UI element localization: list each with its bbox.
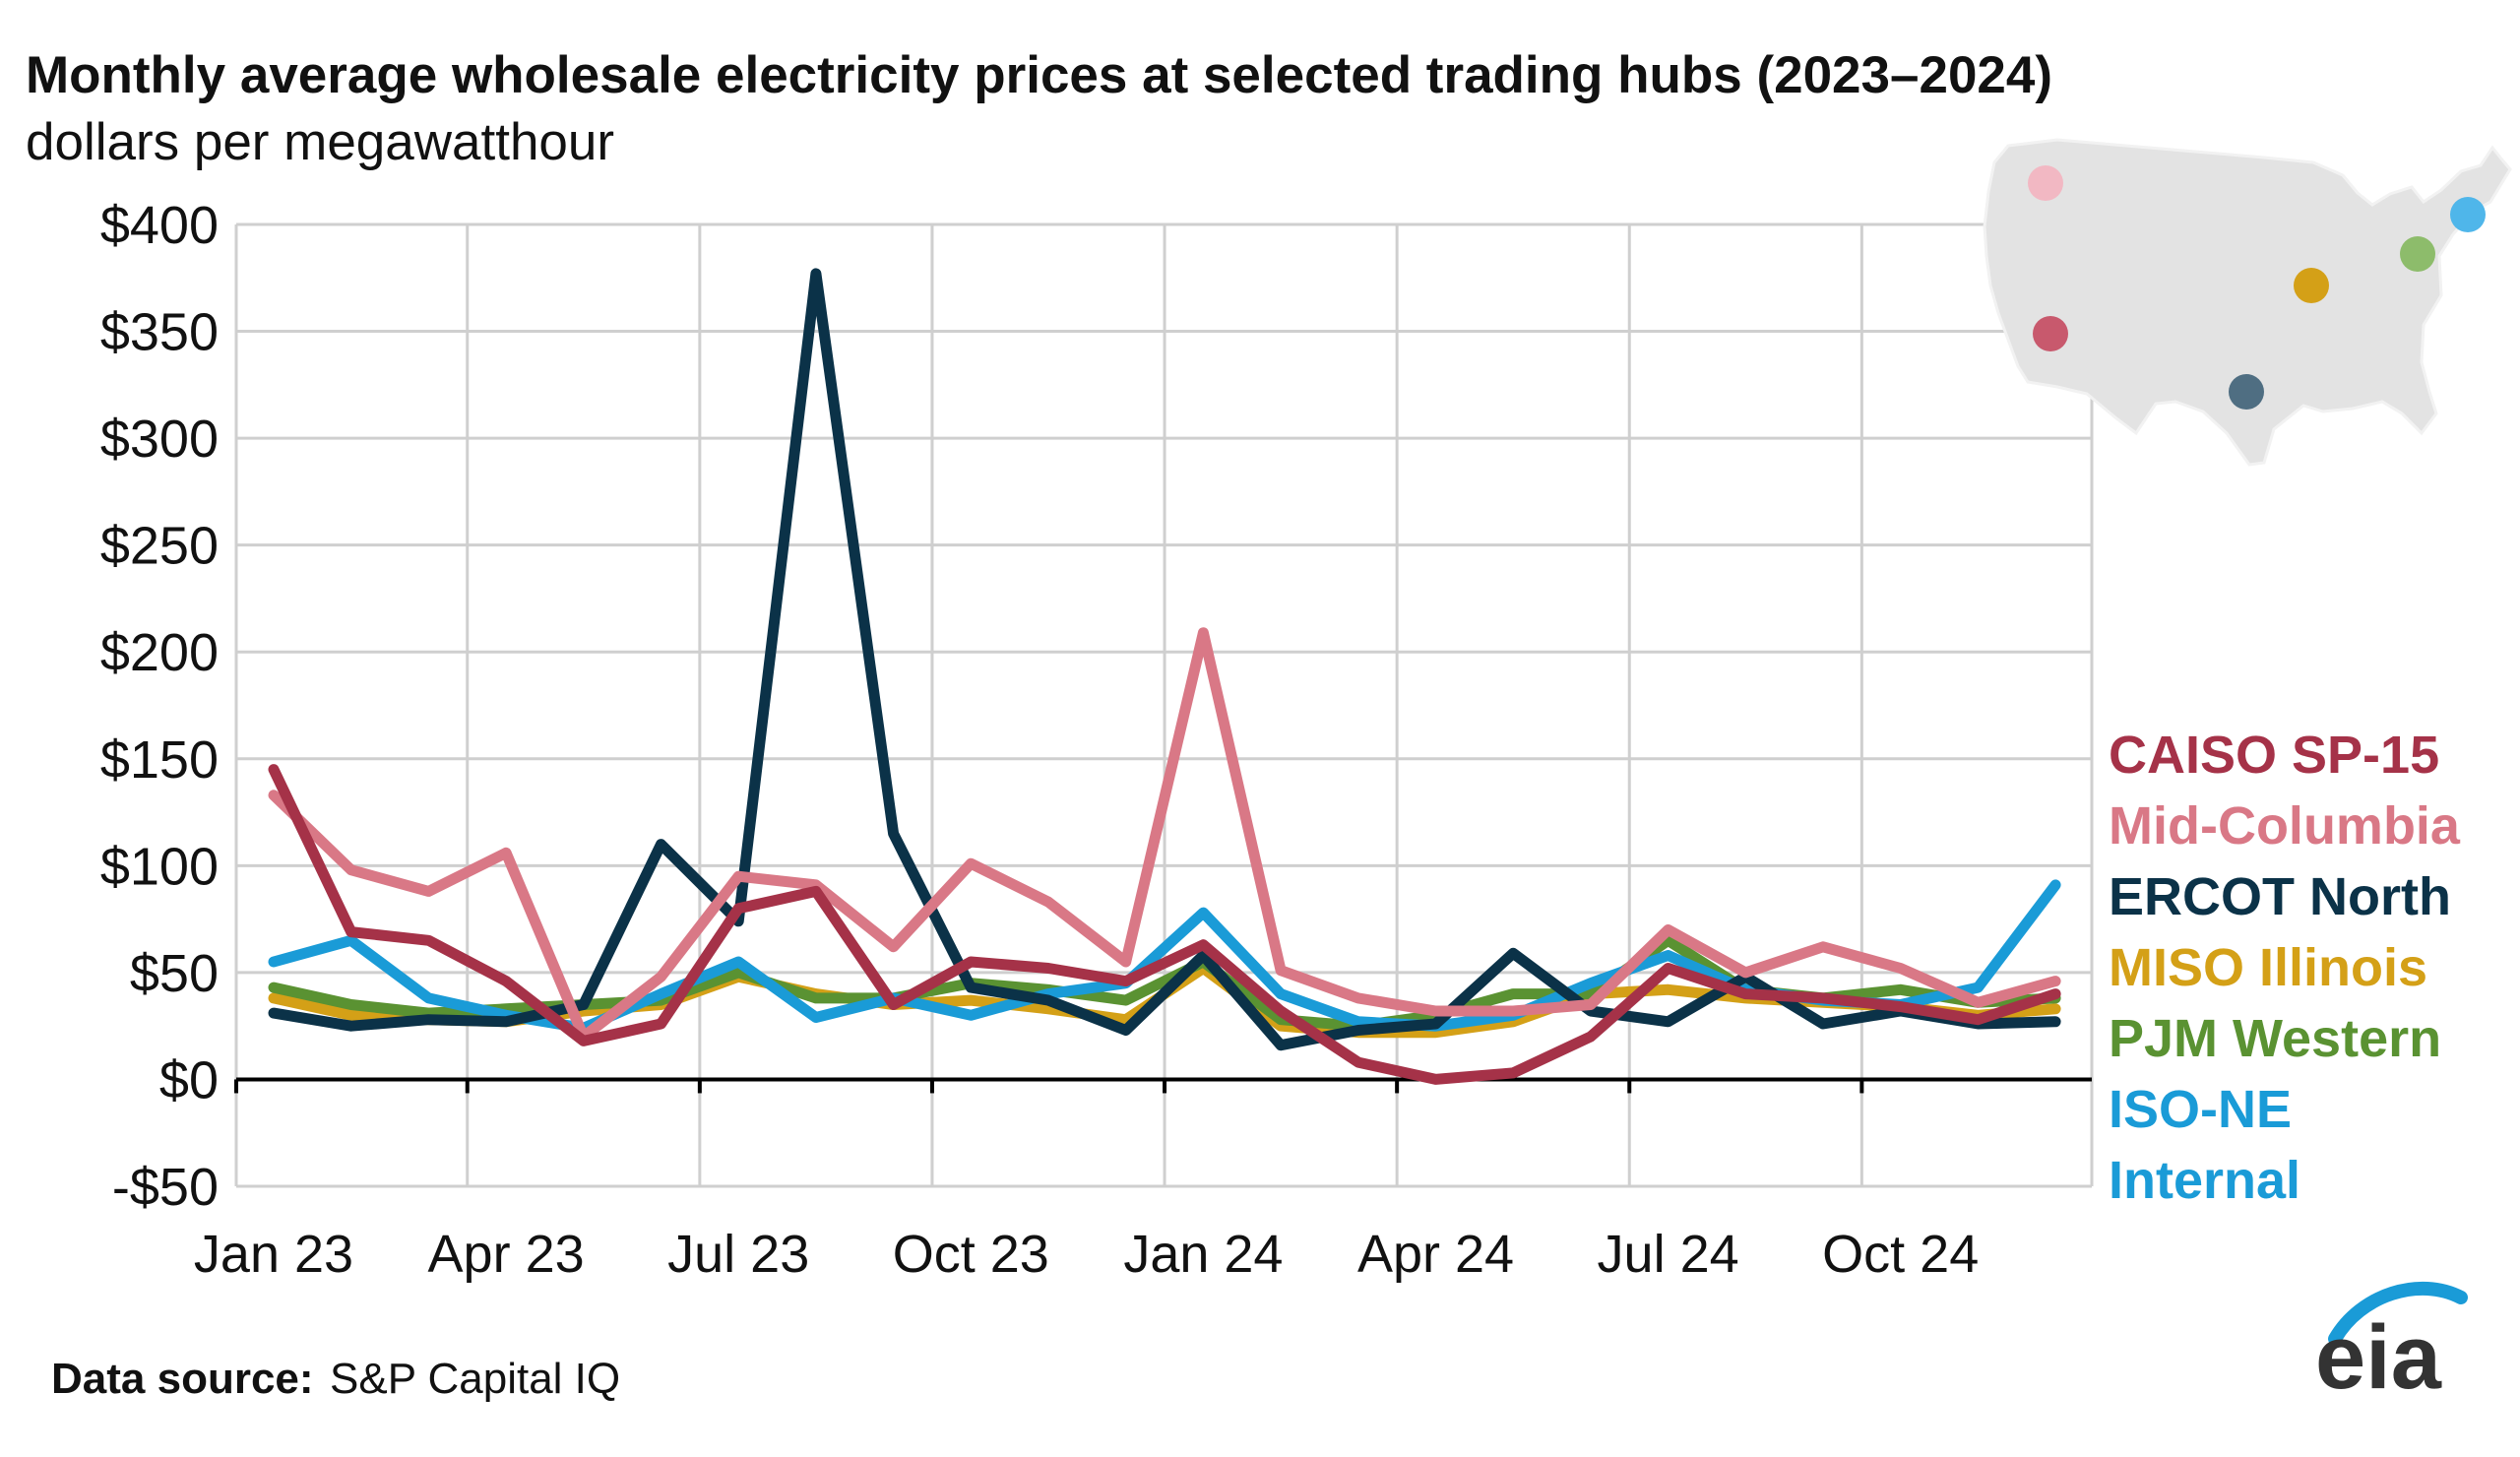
eia-logo: eia xyxy=(2315,1281,2468,1408)
map-marker-mid-columbia xyxy=(2028,165,2063,201)
x-axis: Jan 23 Apr 23 Jul 23 Oct 23 Jan 24 Apr 24 Jul … xyxy=(194,1077,2092,1284)
data-source-text: S&P Capital IQ xyxy=(330,1355,620,1403)
x-tick-label: Jul 24 xyxy=(1598,1225,1739,1284)
x-tick-label: Jan 24 xyxy=(1123,1225,1283,1284)
y-axis: $400 $350 $300 $250 $200 $150 $100 $50 $0 -$50 xyxy=(100,196,219,1217)
map-marker-miso-illinois xyxy=(2294,268,2329,303)
legend-entry: CAISO SP-15 xyxy=(2109,726,2439,785)
y-tick-label: $150 xyxy=(100,730,219,790)
y-tick-label: $0 xyxy=(159,1050,219,1109)
x-tick-label: Apr 23 xyxy=(428,1225,585,1284)
y-tick-label: $250 xyxy=(100,517,219,576)
map-marker-iso-ne-internal xyxy=(2450,197,2486,232)
legend-entry: MISO Illinois xyxy=(2109,938,2427,997)
gridlines xyxy=(234,222,2094,1188)
y-tick-label: $100 xyxy=(100,837,219,896)
map-marker-caiso-sp-15 xyxy=(2033,316,2068,351)
y-tick-label: $350 xyxy=(100,303,219,362)
legend-entry: Mid-Columbia xyxy=(2109,796,2461,855)
series-line-mid-columbia xyxy=(268,627,2061,1043)
y-tick-label: $200 xyxy=(100,623,219,682)
x-tick-label: Oct 24 xyxy=(1822,1225,1979,1284)
data-source: Data source: S&P Capital IQ xyxy=(51,1355,620,1403)
map-marker-pjm-western xyxy=(2400,236,2435,272)
chart-title: Monthly average wholesale electricity pr… xyxy=(26,46,2052,104)
y-tick-label: $300 xyxy=(100,410,219,469)
chart-subtitle: dollars per megawatthour xyxy=(26,113,614,171)
eia-logo-text: eia xyxy=(2315,1307,2442,1408)
eia-logo-swoosh-icon xyxy=(2328,1281,2468,1346)
map-marker-ercot-north xyxy=(2229,374,2264,410)
x-tick-label: Jan 23 xyxy=(194,1225,353,1284)
legend-entry: Internal xyxy=(2109,1151,2300,1210)
legend-entry: ISO-NE xyxy=(2109,1080,2292,1139)
legend-entry: PJM Western xyxy=(2109,1009,2441,1068)
legend-entry: ERCOT North xyxy=(2109,867,2451,926)
us-map-shape xyxy=(1983,138,2512,467)
x-tick-label: Apr 24 xyxy=(1357,1225,1514,1284)
y-tick-label: $400 xyxy=(100,196,219,255)
y-tick-label: -$50 xyxy=(112,1158,219,1217)
x-tick-label: Oct 23 xyxy=(893,1225,1049,1284)
us-map-inset xyxy=(1983,138,2512,467)
series-line-caiso-sp-15 xyxy=(268,764,2061,1085)
y-tick-label: $50 xyxy=(130,944,219,1003)
x-tick-label: Jul 23 xyxy=(667,1225,809,1284)
data-source-label: Data source: xyxy=(51,1355,314,1403)
plot-lines xyxy=(268,268,2061,1085)
legend: CAISO SP-15 Mid-Columbia ERCOT North MISO I… xyxy=(2109,726,2461,1210)
